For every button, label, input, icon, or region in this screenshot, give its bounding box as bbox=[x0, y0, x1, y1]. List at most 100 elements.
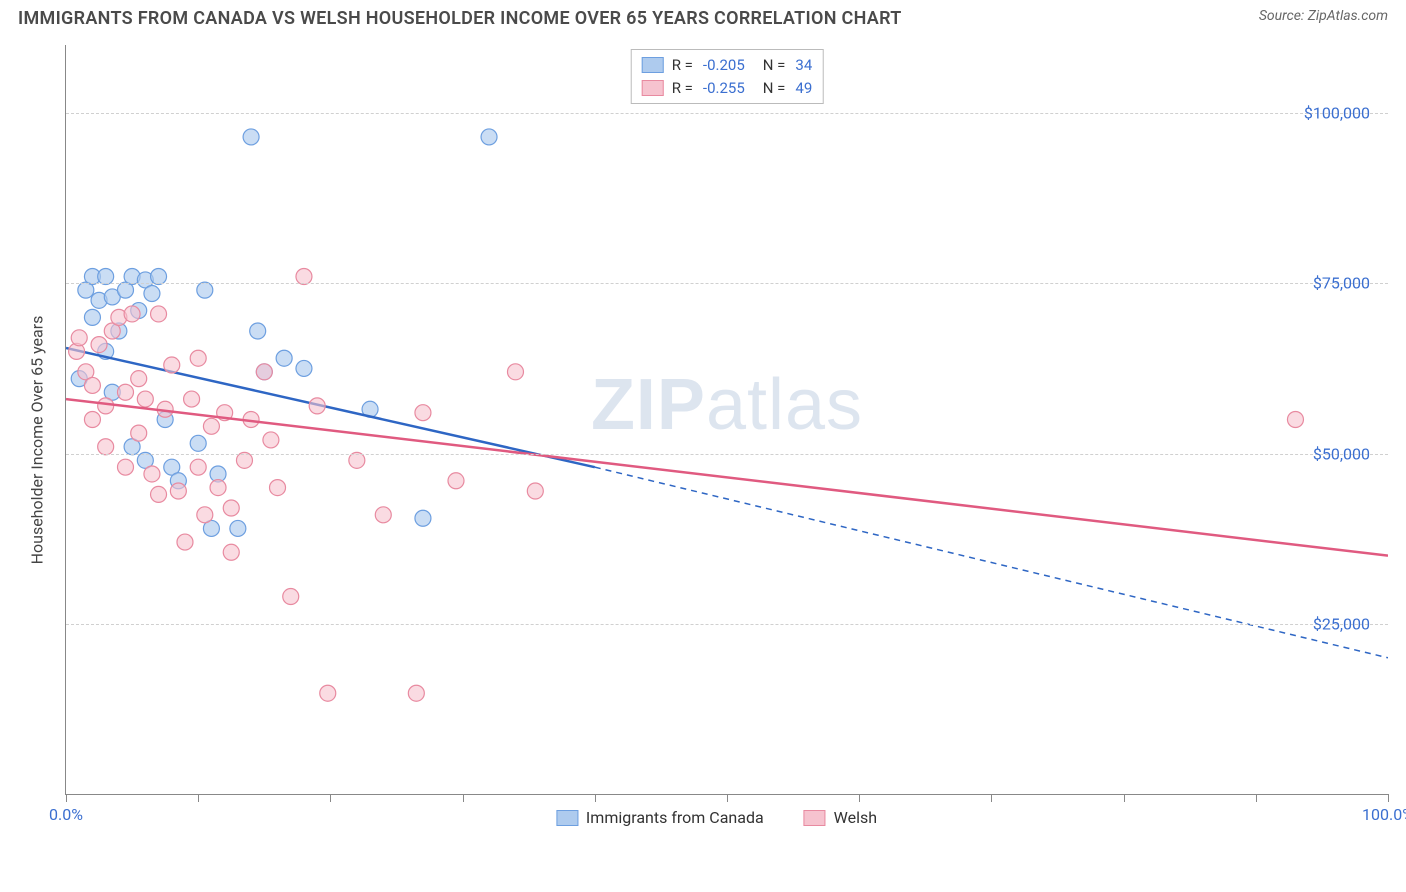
data-point bbox=[408, 685, 424, 701]
gridline bbox=[66, 624, 1388, 625]
y-tick-label: $75,000 bbox=[1313, 274, 1370, 293]
data-point bbox=[104, 323, 120, 339]
legend-correlation: R = -0.205 N = 34 R = -0.255 N = 49 bbox=[631, 49, 824, 104]
data-point bbox=[164, 357, 180, 373]
data-point bbox=[157, 401, 173, 417]
data-point bbox=[137, 452, 153, 468]
data-point bbox=[190, 459, 206, 475]
data-point bbox=[203, 418, 219, 434]
data-point bbox=[1287, 412, 1303, 428]
data-point bbox=[197, 282, 213, 298]
data-point bbox=[296, 360, 312, 376]
data-point bbox=[223, 500, 239, 516]
data-point bbox=[243, 129, 259, 145]
swatch-icon bbox=[642, 80, 664, 96]
x-tick-label: 0.0% bbox=[49, 805, 83, 824]
data-point bbox=[71, 371, 87, 387]
data-point bbox=[151, 269, 167, 285]
plot-area: ZIPatlas R = -0.205 N = 34 R = -0.255 N … bbox=[65, 45, 1388, 795]
data-point bbox=[144, 286, 160, 302]
swatch-icon bbox=[804, 810, 826, 826]
data-point bbox=[84, 269, 100, 285]
data-point bbox=[507, 364, 523, 380]
data-point bbox=[203, 520, 219, 536]
data-point bbox=[111, 323, 127, 339]
data-point bbox=[131, 303, 147, 319]
data-point bbox=[71, 330, 87, 346]
x-tick bbox=[463, 794, 464, 802]
data-point bbox=[117, 459, 133, 475]
x-tick bbox=[1256, 794, 1257, 802]
x-tick bbox=[198, 794, 199, 802]
x-tick bbox=[66, 794, 67, 802]
x-tick bbox=[330, 794, 331, 802]
legend-item: Welsh bbox=[804, 808, 877, 827]
legend-series: Immigrants from Canada Welsh bbox=[556, 808, 877, 827]
legend-label: Immigrants from Canada bbox=[586, 808, 764, 827]
data-point bbox=[78, 282, 94, 298]
data-point bbox=[170, 483, 186, 499]
y-tick-label: $25,000 bbox=[1313, 614, 1370, 633]
data-point bbox=[217, 405, 233, 421]
trend-line bbox=[66, 348, 595, 467]
data-point bbox=[151, 486, 167, 502]
legend-n-label: N = bbox=[763, 77, 786, 100]
x-tick bbox=[1124, 794, 1125, 802]
data-point bbox=[137, 391, 153, 407]
chart-container: Householder Income Over 65 years ZIPatla… bbox=[45, 45, 1388, 835]
data-point bbox=[230, 520, 246, 536]
gridline bbox=[66, 113, 1388, 114]
data-point bbox=[243, 412, 259, 428]
data-point bbox=[270, 480, 286, 496]
data-point bbox=[157, 412, 173, 428]
x-tick bbox=[1388, 794, 1389, 802]
legend-row: R = -0.255 N = 49 bbox=[642, 77, 813, 100]
data-point bbox=[309, 398, 325, 414]
chart-title: IMMIGRANTS FROM CANADA VS WELSH HOUSEHOL… bbox=[18, 8, 902, 29]
legend-r-value: -0.255 bbox=[703, 77, 745, 100]
x-tick bbox=[595, 794, 596, 802]
data-point bbox=[190, 350, 206, 366]
x-tick bbox=[727, 794, 728, 802]
legend-item: Immigrants from Canada bbox=[556, 808, 764, 827]
data-point bbox=[250, 323, 266, 339]
data-point bbox=[362, 401, 378, 417]
data-point bbox=[84, 412, 100, 428]
gridline bbox=[66, 283, 1388, 284]
chart-svg bbox=[66, 45, 1388, 794]
legend-n-value: 34 bbox=[795, 54, 812, 77]
gridline bbox=[66, 454, 1388, 455]
x-tick bbox=[859, 794, 860, 802]
data-point bbox=[481, 129, 497, 145]
legend-r-value: -0.205 bbox=[703, 54, 745, 77]
data-point bbox=[144, 466, 160, 482]
data-point bbox=[98, 439, 114, 455]
watermark: ZIPatlas bbox=[591, 364, 863, 446]
data-point bbox=[223, 544, 239, 560]
y-axis-label: Householder Income Over 65 years bbox=[28, 316, 47, 565]
data-point bbox=[137, 272, 153, 288]
data-point bbox=[131, 371, 147, 387]
data-point bbox=[98, 398, 114, 414]
data-point bbox=[527, 483, 543, 499]
data-point bbox=[69, 343, 85, 359]
x-tick-label: 100.0% bbox=[1362, 805, 1406, 824]
legend-r-label: R = bbox=[672, 77, 693, 100]
data-point bbox=[98, 269, 114, 285]
data-point bbox=[448, 473, 464, 489]
data-point bbox=[210, 466, 226, 482]
swatch-icon bbox=[556, 810, 578, 826]
data-point bbox=[320, 685, 336, 701]
data-point bbox=[151, 306, 167, 322]
data-point bbox=[263, 432, 279, 448]
legend-n-label: N = bbox=[763, 54, 786, 77]
data-point bbox=[190, 435, 206, 451]
source-label: Source: ZipAtlas.com bbox=[1259, 8, 1388, 24]
trend-line-dashed bbox=[595, 467, 1388, 658]
x-tick bbox=[991, 794, 992, 802]
data-point bbox=[117, 384, 133, 400]
data-point bbox=[236, 452, 252, 468]
legend-row: R = -0.205 N = 34 bbox=[642, 54, 813, 77]
data-point bbox=[375, 507, 391, 523]
data-point bbox=[78, 364, 94, 380]
